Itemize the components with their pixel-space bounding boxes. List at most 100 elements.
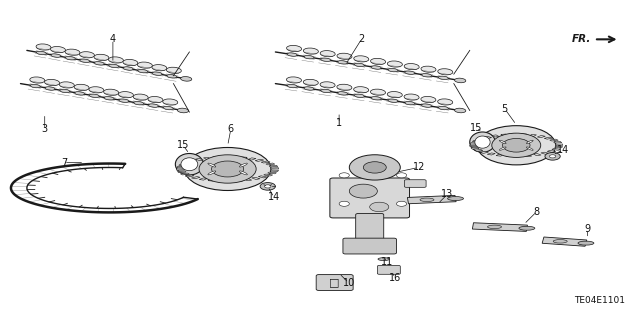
Ellipse shape bbox=[152, 72, 162, 76]
Polygon shape bbox=[218, 180, 223, 182]
Ellipse shape bbox=[287, 45, 301, 52]
Polygon shape bbox=[525, 154, 532, 157]
Ellipse shape bbox=[438, 76, 448, 80]
Polygon shape bbox=[228, 180, 232, 182]
Ellipse shape bbox=[90, 94, 99, 98]
Ellipse shape bbox=[553, 240, 567, 243]
Polygon shape bbox=[252, 177, 260, 180]
Polygon shape bbox=[483, 136, 492, 138]
Polygon shape bbox=[556, 144, 563, 145]
Ellipse shape bbox=[404, 94, 419, 100]
Text: 3: 3 bbox=[42, 124, 48, 135]
Circle shape bbox=[396, 173, 406, 178]
Ellipse shape bbox=[166, 67, 181, 73]
Ellipse shape bbox=[287, 77, 301, 83]
Ellipse shape bbox=[208, 171, 216, 175]
Ellipse shape bbox=[123, 59, 138, 66]
Text: 13: 13 bbox=[442, 189, 454, 199]
Ellipse shape bbox=[519, 226, 535, 230]
Ellipse shape bbox=[108, 57, 124, 63]
Polygon shape bbox=[470, 143, 477, 144]
Ellipse shape bbox=[354, 56, 369, 62]
Circle shape bbox=[477, 126, 556, 165]
Ellipse shape bbox=[488, 225, 502, 229]
Polygon shape bbox=[474, 150, 483, 152]
FancyBboxPatch shape bbox=[316, 275, 353, 290]
Polygon shape bbox=[471, 147, 479, 149]
Text: 14: 14 bbox=[268, 192, 280, 203]
Polygon shape bbox=[538, 136, 545, 137]
Ellipse shape bbox=[447, 197, 463, 201]
Ellipse shape bbox=[163, 106, 173, 110]
Polygon shape bbox=[212, 157, 219, 159]
Ellipse shape bbox=[104, 89, 118, 95]
Polygon shape bbox=[547, 151, 556, 152]
Ellipse shape bbox=[175, 153, 204, 175]
Ellipse shape bbox=[74, 84, 89, 91]
Polygon shape bbox=[248, 158, 256, 160]
Ellipse shape bbox=[321, 89, 331, 93]
Ellipse shape bbox=[371, 66, 381, 69]
Ellipse shape bbox=[338, 61, 348, 64]
Ellipse shape bbox=[578, 241, 594, 245]
Ellipse shape bbox=[109, 64, 118, 68]
Ellipse shape bbox=[148, 96, 163, 103]
Ellipse shape bbox=[138, 69, 148, 73]
Text: 15: 15 bbox=[470, 123, 483, 133]
Polygon shape bbox=[240, 157, 247, 159]
Polygon shape bbox=[492, 135, 499, 137]
Polygon shape bbox=[204, 157, 211, 160]
Polygon shape bbox=[487, 153, 495, 155]
Polygon shape bbox=[223, 156, 228, 158]
Ellipse shape bbox=[405, 71, 415, 74]
Circle shape bbox=[396, 201, 406, 206]
Circle shape bbox=[264, 185, 271, 188]
Polygon shape bbox=[480, 151, 488, 153]
Polygon shape bbox=[533, 153, 541, 156]
Ellipse shape bbox=[239, 163, 247, 167]
Text: 2: 2 bbox=[358, 34, 365, 44]
Ellipse shape bbox=[138, 62, 152, 68]
Ellipse shape bbox=[30, 77, 45, 83]
Polygon shape bbox=[269, 165, 278, 167]
Polygon shape bbox=[529, 134, 536, 137]
Text: 4: 4 bbox=[110, 34, 116, 44]
Circle shape bbox=[370, 202, 389, 212]
Ellipse shape bbox=[239, 171, 247, 175]
Ellipse shape bbox=[65, 56, 75, 60]
Ellipse shape bbox=[371, 97, 381, 100]
Ellipse shape bbox=[152, 65, 167, 71]
Circle shape bbox=[184, 147, 271, 190]
Ellipse shape bbox=[51, 54, 61, 57]
Polygon shape bbox=[511, 134, 516, 136]
Ellipse shape bbox=[475, 136, 490, 148]
Ellipse shape bbox=[355, 94, 364, 98]
Ellipse shape bbox=[45, 79, 60, 85]
Text: 7: 7 bbox=[61, 158, 67, 168]
Text: 15: 15 bbox=[177, 140, 189, 150]
Ellipse shape bbox=[177, 108, 189, 113]
Ellipse shape bbox=[438, 69, 452, 75]
Polygon shape bbox=[191, 176, 200, 179]
Ellipse shape bbox=[95, 62, 104, 65]
Circle shape bbox=[349, 184, 378, 198]
Text: 14: 14 bbox=[557, 145, 570, 155]
Ellipse shape bbox=[167, 75, 177, 78]
FancyBboxPatch shape bbox=[356, 213, 384, 243]
Polygon shape bbox=[264, 174, 273, 176]
Ellipse shape bbox=[36, 51, 46, 55]
Ellipse shape bbox=[80, 59, 90, 63]
Ellipse shape bbox=[388, 99, 398, 102]
Ellipse shape bbox=[94, 54, 109, 61]
Text: FR.: FR. bbox=[572, 34, 591, 44]
Ellipse shape bbox=[60, 82, 74, 88]
Polygon shape bbox=[554, 141, 562, 143]
Ellipse shape bbox=[208, 163, 216, 167]
Text: 8: 8 bbox=[534, 207, 540, 217]
Ellipse shape bbox=[31, 84, 40, 88]
Ellipse shape bbox=[499, 140, 506, 144]
Ellipse shape bbox=[421, 96, 436, 103]
Ellipse shape bbox=[163, 99, 178, 105]
Text: 12: 12 bbox=[413, 162, 425, 172]
Ellipse shape bbox=[454, 78, 466, 83]
